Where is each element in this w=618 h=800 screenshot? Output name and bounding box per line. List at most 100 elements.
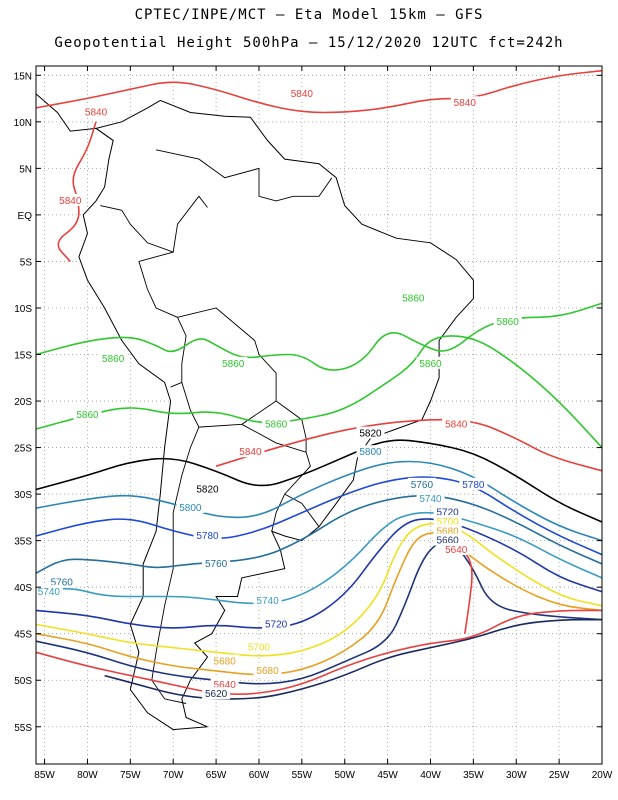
contour-label-bg (399, 291, 428, 304)
lon-tick-label: 25W (549, 770, 570, 781)
lon-tick-label: 65W (206, 770, 227, 781)
contour-label: 5680 (214, 657, 237, 668)
contour-line (35, 302, 603, 371)
lon-tick-label: 45W (377, 770, 398, 781)
contour-label-bg (356, 445, 385, 458)
contour-line (35, 518, 603, 629)
map-frame (35, 65, 603, 765)
contour-label-bg (193, 528, 222, 541)
contour-line (35, 522, 603, 657)
contour-line (35, 609, 602, 696)
contour-line (35, 69, 603, 114)
contour-label-bg (34, 584, 63, 597)
lon-tick-label: 35W (463, 770, 484, 781)
contour-label-bg (262, 417, 291, 430)
contour-label-bg (202, 556, 231, 569)
contour-label-bg (210, 654, 239, 667)
contour-label: 5780 (462, 480, 485, 491)
contour-5640: 5640 5640 (35, 542, 602, 696)
contour-line (35, 439, 603, 523)
lat-tick-label: 15S (14, 351, 32, 362)
contour-5800: 5800 5800 (35, 445, 603, 542)
title-line-1: CPTEC/INPE/MCT – Eta Model 15km – GFS (134, 7, 484, 23)
country-border (138, 195, 208, 318)
contour-label: 5760 (51, 578, 74, 589)
contour-5860: 5860 5860 5860 5860 5860 5860 5860 (35, 291, 603, 449)
contour-label: 5860 (76, 410, 99, 421)
contour-label-bg (442, 542, 471, 555)
contour-label-bg (407, 477, 436, 490)
contour-5720: 5720 5720 (35, 505, 603, 630)
lon-tick-label: 20W (592, 770, 613, 781)
contour-label-bg (210, 677, 239, 690)
contour-label: 5860 (497, 317, 520, 328)
contour-label-bg (356, 426, 385, 439)
contour-label-bg (493, 314, 522, 327)
country-border (170, 317, 187, 388)
contour-label: 5840 (239, 447, 262, 458)
lat-tick-label: 10N (14, 118, 32, 129)
contour-label: 5620 (205, 689, 228, 700)
contour-label: 5820 (196, 484, 219, 495)
country-border (284, 493, 320, 527)
lat-tick-label: 5S (20, 257, 33, 268)
contour-label: 5740 (419, 494, 442, 505)
contour-line (35, 476, 603, 556)
coastline (78, 99, 474, 731)
contour-label: 5760 (411, 480, 434, 491)
contour-label-bg (82, 105, 111, 118)
contour-label: 5700 (437, 517, 460, 528)
lat-tick-label: 25S (14, 444, 32, 455)
contour-label-bg (244, 640, 273, 653)
contour-line (35, 335, 603, 449)
contour-label-bg (433, 533, 462, 546)
contour-label: 5840 (59, 196, 82, 207)
contour-label: 5860 (102, 354, 125, 365)
contour-line (35, 532, 603, 676)
contour-label: 5640 (445, 545, 468, 556)
contour-line (57, 121, 97, 262)
contour-label: 5800 (359, 447, 382, 458)
contour-label: 5760 (205, 559, 228, 570)
contour-label-bg (236, 445, 265, 458)
contour-5840: 5840 5840 (215, 417, 603, 472)
lon-tick-label: 85W (34, 770, 55, 781)
contour-5700: 5700 5700 (35, 515, 603, 657)
contour-5780: 5780 5780 (35, 476, 603, 556)
contour-label-bg (433, 515, 462, 528)
contour-5740: 5740 5740 5740 (34, 491, 603, 607)
contour-label: 5720 (265, 619, 288, 630)
contour-label-bg (202, 687, 231, 700)
contour-label-bg (459, 477, 488, 490)
contour-label-bg (56, 193, 85, 206)
contour-label: 5640 (214, 680, 237, 691)
contour-label-bg (416, 356, 445, 369)
contour-label: 5780 (196, 531, 219, 542)
lon-tick-label: 60W (249, 770, 270, 781)
contour-5660: 5660 (35, 533, 603, 685)
contour-label: 5680 (256, 666, 279, 677)
contour-label-bg (262, 617, 291, 630)
lon-tick-label: 55W (292, 770, 313, 781)
contour-5820: 5820 5820 (35, 426, 603, 523)
contour-label: 5820 (359, 429, 382, 440)
lat-tick-label: 30S (14, 490, 32, 501)
country-border (275, 400, 307, 453)
contour-label: 5840 (454, 98, 477, 109)
contour-line (104, 618, 602, 700)
country-border (156, 149, 333, 202)
contour-line (35, 511, 603, 605)
lat-tick-label: 5N (19, 164, 32, 175)
contour-label-bg (450, 96, 479, 109)
contour-label-bg (176, 501, 205, 514)
lat-tick-label: 35S (14, 537, 32, 548)
title-line-2: Geopotential Height 500hPa – 15/12/2020 … (54, 35, 564, 51)
contour-label-bg (416, 491, 445, 504)
contour-label-bg (442, 417, 471, 430)
central-america-coast (35, 93, 114, 141)
contour-label: 5720 (437, 508, 460, 519)
lat-tick-label: 40S (14, 583, 32, 594)
contour-label-bg (219, 356, 248, 369)
contour-label: 5700 (248, 643, 271, 654)
